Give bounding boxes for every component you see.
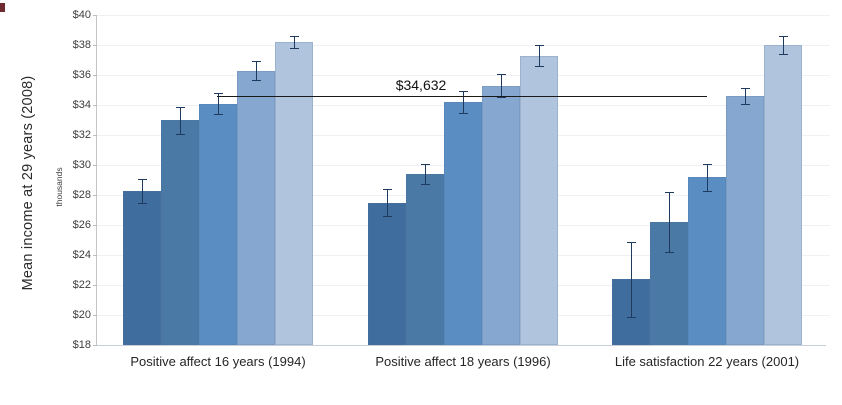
y-tick-label-26: $26: [72, 219, 91, 231]
error-cap-top-group3-series2: [664, 192, 674, 193]
reference-line-label: $34,632: [395, 76, 447, 93]
bar-group2-series2: [406, 174, 444, 345]
error-bar-group1-series1: [142, 178, 143, 203]
error-cap-bottom-group1-series4: [251, 80, 261, 82]
y-axis-line: [96, 15, 97, 346]
error-bar-group3-series1: [631, 241, 632, 317]
x-category-label-1: Positive affect 16 years (1994): [130, 354, 306, 369]
y-tick-40: [93, 15, 97, 16]
error-cap-bottom-group2-series4: [496, 96, 506, 98]
y-tick-label-38: $38: [72, 39, 91, 51]
corner-artifact: [0, 3, 5, 12]
plot-area: $34,632: [97, 15, 830, 345]
error-cap-top-group2-series2: [420, 164, 430, 166]
error-bar-group1-series4: [256, 60, 257, 81]
y-tick-label-20: $20: [72, 309, 91, 321]
error-cap-top-group3-series4: [740, 87, 750, 89]
y-tick-label-36: $36: [72, 69, 91, 81]
bar-group2-series1: [368, 202, 406, 345]
bar-group1-series3: [199, 103, 237, 345]
y-tick-26: [93, 225, 97, 226]
error-cap-top-group2-series3: [458, 90, 468, 92]
error-bar-group2-series5: [539, 45, 540, 66]
error-bar-group1-series5: [294, 36, 295, 48]
error-bar-group2-series1: [387, 189, 388, 216]
error-cap-top-group1-series2: [175, 106, 185, 108]
y-tick-label-28: $28: [72, 189, 91, 201]
error-cap-top-group3-series5: [778, 36, 788, 37]
y-tick-24: [93, 255, 97, 256]
error-cap-bottom-group3-series5: [778, 54, 788, 55]
bar-group3-series4: [726, 96, 764, 345]
bar-group3-series3: [688, 177, 726, 345]
error-cap-top-group2-series1: [382, 189, 392, 190]
x-axis-line: [96, 345, 826, 346]
y-tick-20: [93, 315, 97, 316]
error-bar-group1-series2: [180, 106, 181, 134]
error-bar-group3-series3: [707, 163, 708, 191]
error-cap-bottom-group3-series1: [626, 316, 636, 318]
error-cap-bottom-group2-series1: [382, 216, 392, 217]
x-category-label-3: Life satisfaction 22 years (2001): [614, 354, 800, 369]
y-tick-28: [93, 195, 97, 196]
error-cap-bottom-group1-series2: [175, 133, 185, 135]
y-tick-36: [93, 75, 97, 76]
error-bar-group2-series2: [425, 164, 426, 184]
error-cap-bottom-group3-series3: [702, 190, 712, 192]
error-cap-top-group2-series4: [496, 74, 506, 76]
bar-group2-series4: [482, 85, 520, 345]
error-cap-bottom-group3-series4: [740, 104, 750, 106]
error-cap-bottom-group1-series5: [289, 48, 299, 49]
bar-group2-series5: [520, 55, 558, 345]
error-cap-top-group1-series4: [251, 60, 261, 62]
x-category-label-2: Positive affect 18 years (1996): [375, 354, 551, 369]
error-cap-bottom-group3-series2: [664, 252, 674, 253]
gridline-40: [97, 15, 830, 16]
error-bar-group3-series5: [783, 36, 784, 54]
error-cap-top-group1-series1: [137, 178, 147, 180]
y-tick-22: [93, 285, 97, 286]
bar-group1-series1: [123, 190, 161, 345]
y-tick-18: [93, 345, 97, 346]
error-cap-top-group3-series3: [702, 163, 712, 165]
y-axis-title: Mean income at 29 years (2008): [20, 75, 36, 291]
error-cap-bottom-group2-series3: [458, 113, 468, 115]
y-tick-label-40: $40: [72, 9, 91, 21]
error-cap-bottom-group1-series3: [213, 114, 223, 115]
bar-group1-series5: [275, 42, 313, 345]
y-tick-label-32: $32: [72, 129, 91, 141]
error-cap-top-group3-series1: [626, 241, 636, 243]
y-tick-label-18: $18: [72, 339, 91, 351]
error-bar-group2-series4: [501, 74, 502, 97]
error-cap-top-group1-series3: [213, 93, 223, 94]
error-bar-group2-series3: [463, 90, 464, 114]
bar-group1-series4: [237, 70, 275, 345]
bar-group3-series5: [764, 45, 802, 345]
gridline-38: [97, 45, 830, 46]
error-bar-group3-series2: [669, 192, 670, 252]
error-cap-bottom-group2-series5: [534, 66, 544, 67]
bar-group2-series3: [444, 102, 482, 345]
y-tick-32: [93, 135, 97, 136]
error-bar-group1-series3: [218, 93, 219, 114]
error-bar-group3-series4: [745, 87, 746, 105]
gridline-36: [97, 75, 830, 76]
y-tick-34: [93, 105, 97, 106]
y-tick-label-30: $30: [72, 159, 91, 171]
error-cap-top-group1-series5: [289, 36, 299, 37]
y-tick-label-22: $22: [72, 279, 91, 291]
error-cap-bottom-group1-series1: [137, 202, 147, 204]
bar-group1-series2: [161, 120, 199, 345]
y-tick-30: [93, 165, 97, 166]
y-tick-label-34: $34: [72, 99, 91, 111]
reference-line: [217, 95, 707, 98]
y-tick-38: [93, 45, 97, 46]
error-cap-bottom-group2-series2: [420, 183, 430, 185]
y-tick-label-24: $24: [72, 249, 91, 261]
error-cap-top-group2-series5: [534, 45, 544, 46]
